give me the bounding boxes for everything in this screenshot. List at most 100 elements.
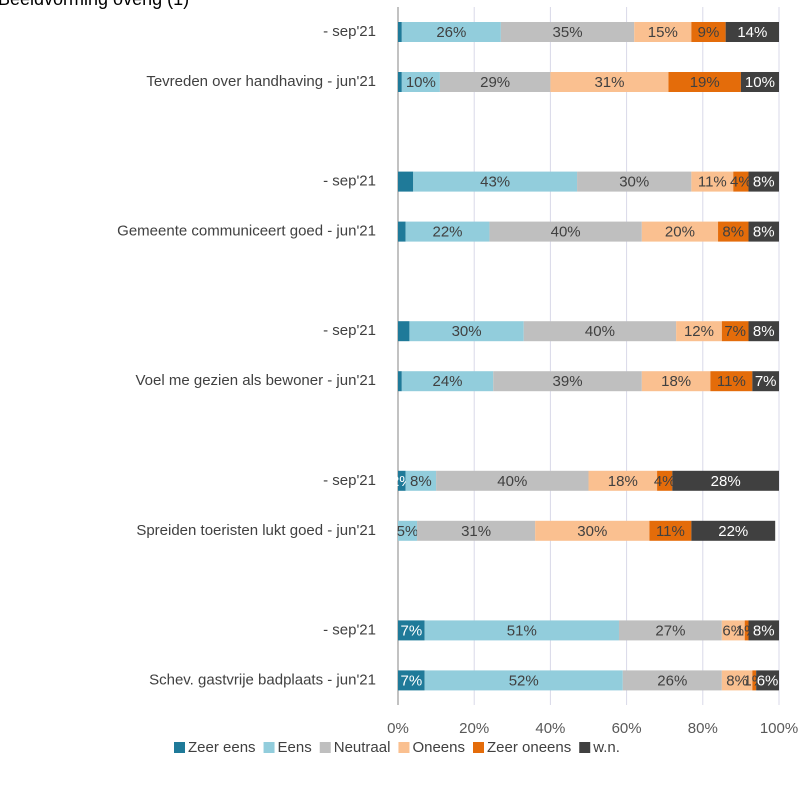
value-label: 8% — [410, 473, 432, 490]
value-label: 10% — [745, 74, 775, 91]
value-label: 5% — [397, 523, 419, 540]
value-label: 28% — [711, 473, 741, 490]
value-label: 8% — [722, 224, 744, 241]
bar-segment — [413, 171, 578, 192]
bar-segment — [398, 371, 402, 392]
value-label: 30% — [577, 523, 607, 540]
bar-segment — [398, 670, 425, 691]
legend-swatch — [319, 742, 331, 753]
bar-segment — [405, 470, 437, 491]
value-label: 7% — [400, 672, 422, 689]
bar-segment — [489, 221, 642, 242]
value-label: 26% — [657, 672, 687, 689]
bar-segment — [618, 620, 722, 641]
bar-segment — [748, 321, 779, 342]
value-label: 40% — [585, 323, 615, 340]
bar-segment — [398, 520, 418, 541]
y-tick-label: Tevreden over handhaving - jun'21 — [146, 73, 376, 90]
value-label: 40% — [497, 473, 527, 490]
bar-segment — [588, 470, 658, 491]
value-label: 20% — [665, 224, 695, 241]
y-tick-label: - sep'21 — [323, 472, 376, 489]
value-label: 18% — [608, 473, 638, 490]
bar-segment — [401, 72, 440, 92]
value-label: 10% — [406, 74, 436, 91]
value-label: 14% — [737, 24, 767, 41]
bar-segment — [398, 22, 402, 42]
value-label: 35% — [553, 24, 583, 41]
value-label: 8% — [726, 672, 748, 689]
value-label: 9% — [698, 24, 720, 41]
bar-segment — [535, 520, 650, 541]
bar-segment — [725, 22, 779, 42]
bar-segment — [398, 171, 414, 192]
value-label: 8% — [753, 622, 775, 639]
bar-segment — [748, 221, 779, 242]
legend-swatch — [263, 742, 275, 753]
bar-segment — [721, 620, 745, 641]
y-tick-label: - sep'21 — [323, 173, 376, 190]
legend-label: Oneens — [412, 739, 465, 756]
bar-segment — [398, 221, 406, 242]
chart-title: Beeldvorming overig (1) — [0, 0, 189, 9]
bar-segment — [493, 371, 642, 392]
bar-segment — [424, 620, 619, 641]
bar-segment — [401, 22, 501, 42]
value-label: 22% — [433, 224, 463, 241]
bar-segment — [672, 470, 779, 491]
bar-segment — [691, 520, 776, 541]
bar-segment — [756, 670, 779, 691]
value-label: 26% — [436, 24, 466, 41]
bar-segment — [405, 221, 490, 242]
value-label: 7% — [724, 323, 746, 340]
bar-segment — [733, 171, 749, 192]
value-label: 52% — [509, 672, 539, 689]
bar-segment — [634, 22, 692, 42]
y-tick-label: - sep'21 — [323, 621, 376, 638]
x-tick-label: 80% — [688, 720, 718, 737]
y-tick-label: Spreiden toeristen lukt goed - jun'21 — [136, 522, 376, 539]
value-label: 6% — [722, 622, 744, 639]
bar-segment — [398, 321, 410, 342]
x-tick-label: 20% — [459, 720, 489, 737]
y-tick-label: Schev. gastvrije badplaats - jun'21 — [149, 671, 376, 688]
legend-label: w.n. — [592, 739, 620, 756]
value-label: 7% — [400, 622, 422, 639]
bar-segment — [622, 670, 722, 691]
bar-segment — [752, 371, 779, 392]
bar-segment — [748, 620, 779, 641]
x-tick-label: 0% — [387, 720, 409, 737]
legend-swatch — [174, 742, 185, 753]
value-label: 12% — [684, 323, 714, 340]
bar-segment — [439, 72, 551, 92]
y-tick-label: Voel me gezien als bewoner - jun'21 — [135, 372, 376, 389]
bar-segment — [641, 371, 711, 392]
value-label: 30% — [452, 323, 482, 340]
value-label: 11% — [656, 523, 685, 540]
value-label: 11% — [717, 373, 746, 390]
bar-segment — [409, 321, 524, 342]
legend-swatch — [579, 742, 591, 753]
bar-segment — [752, 670, 757, 691]
bar-segment — [436, 470, 589, 491]
bar-segment — [748, 171, 779, 192]
bar-segment — [577, 171, 692, 192]
x-tick-label: 40% — [535, 720, 565, 737]
legend-label: Neutraal — [334, 739, 391, 756]
bar-segment — [550, 72, 669, 92]
x-tick-label: 60% — [612, 720, 642, 737]
legend-swatch — [398, 742, 410, 753]
value-label: 30% — [619, 174, 649, 191]
value-label: 29% — [480, 74, 510, 91]
bar-segment — [740, 72, 779, 92]
bar-segment — [718, 221, 749, 242]
value-label: 31% — [461, 523, 491, 540]
bar-segment — [398, 72, 402, 92]
bar-segment — [721, 670, 753, 691]
value-label: 18% — [661, 373, 691, 390]
bar-segment — [398, 470, 406, 491]
bar-segment — [401, 371, 494, 392]
y-tick-label: - sep'21 — [323, 322, 376, 339]
bar-segment — [500, 22, 635, 42]
